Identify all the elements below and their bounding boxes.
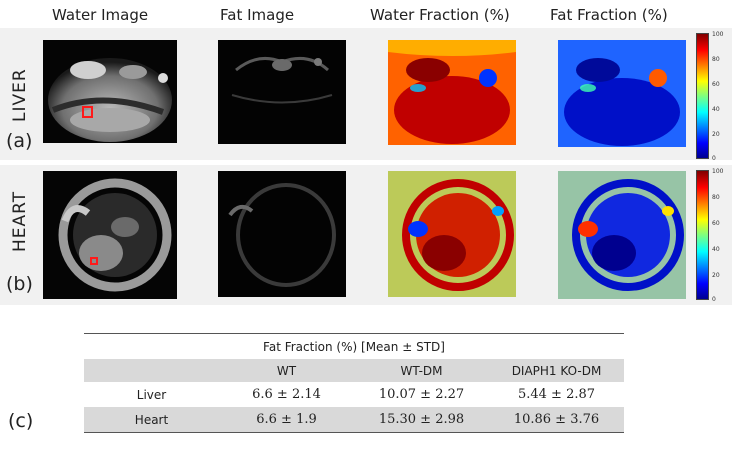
table-cell: 6.6 ± 2.14	[252, 387, 321, 402]
table-header-wt-dm: WT-DM	[354, 359, 489, 382]
table-cell: 5.44 ± 2.87	[517, 387, 596, 402]
heart-water-image	[43, 171, 177, 299]
liver-fat-fraction-map	[558, 40, 686, 147]
liver-roi-marker	[82, 106, 93, 118]
table-row-label-liver: Liver	[136, 387, 167, 402]
liver-colorbar-tick-40: 40	[712, 106, 720, 113]
heart-water-fraction-map	[388, 171, 516, 297]
liver-water-image	[43, 40, 177, 143]
table-header-diaph1-ko-dm: DIAPH1 KO-DM	[489, 359, 624, 382]
table-header-wt: WT	[219, 359, 354, 382]
liver-water-fraction-map	[388, 40, 516, 145]
table-title: Fat Fraction (%) [Mean ± STD]	[84, 333, 624, 359]
liver-colorbar-tick-20: 20	[712, 131, 720, 138]
liver-fat-image	[218, 40, 346, 144]
heart-colorbar-tick-80: 80	[712, 194, 720, 201]
table-header-blank	[84, 359, 219, 382]
row-label-liver: LIVER	[10, 68, 30, 122]
panel-tag-a: (a)	[6, 130, 33, 152]
heart-colorbar-tick-20: 20	[712, 272, 720, 279]
liver-colorbar-tick-100: 100	[712, 31, 724, 38]
column-title-water-fraction: Water Fraction (%)	[370, 6, 510, 24]
row-label-heart: HEART	[10, 190, 30, 252]
heart-fat-image	[218, 171, 346, 297]
table-row-label-heart: Heart	[84, 407, 219, 433]
panel-tag-c: (c)	[8, 410, 34, 432]
heart-fat-fraction-map	[558, 171, 686, 299]
heart-colorbar-tick-60: 60	[712, 220, 720, 227]
heart-colorbar	[696, 170, 709, 300]
liver-colorbar-tick-80: 80	[712, 56, 720, 63]
liver-colorbar-tick-60: 60	[712, 81, 720, 88]
column-title-fat-fraction: Fat Fraction (%)	[550, 6, 668, 24]
column-title-water-image: Water Image	[52, 6, 149, 24]
heart-colorbar-tick-0: 0	[712, 296, 716, 303]
table-cell: 15.30 ± 2.98	[354, 407, 489, 433]
panel-tag-b: (b)	[6, 273, 33, 295]
heart-roi-marker	[90, 257, 98, 265]
table-cell: 10.07 ± 2.27	[378, 387, 465, 402]
fat-fraction-table: Fat Fraction (%) [Mean ± STD] WT WT-DM D…	[84, 333, 624, 433]
column-title-fat-image: Fat Image	[220, 6, 295, 24]
heart-colorbar-tick-100: 100	[712, 168, 724, 175]
liver-colorbar-tick-0: 0	[712, 155, 716, 162]
liver-colorbar	[696, 33, 709, 159]
heart-colorbar-tick-40: 40	[712, 246, 720, 253]
table-cell: 6.6 ± 1.9	[219, 407, 354, 433]
table-cell: 10.86 ± 3.76	[489, 407, 624, 433]
